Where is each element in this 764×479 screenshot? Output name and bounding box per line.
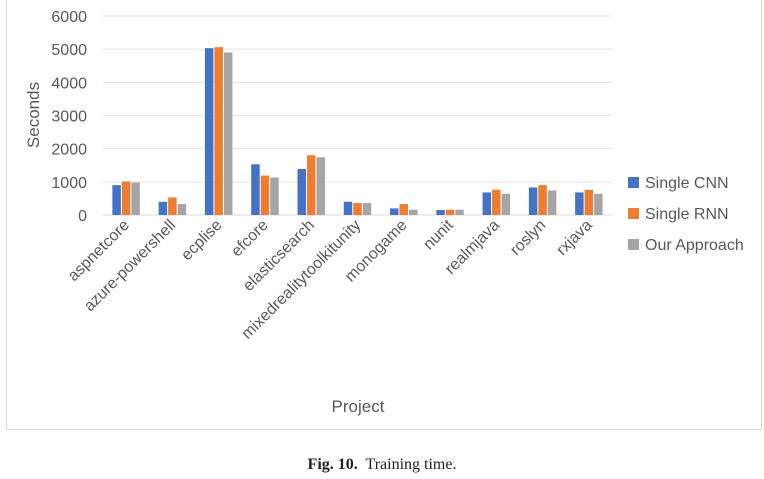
figure-caption: Fig. 10. Training time. [0, 456, 764, 474]
legend-label: Single RNN [645, 206, 729, 223]
x-tick-label: efcore [228, 217, 272, 261]
bar-single-rnn [492, 189, 501, 215]
legend-swatch [628, 208, 639, 219]
bar-single-cnn [158, 201, 168, 215]
bar-our-approach [362, 203, 372, 215]
bar-single-rnn [445, 209, 455, 215]
bars [112, 47, 603, 216]
x-tick-label: nunit [420, 216, 457, 253]
y-tick-label: 5000 [51, 42, 87, 59]
x-tick-label: rxjava [553, 217, 595, 259]
bar-our-approach [501, 193, 511, 215]
bar-single-rnn [353, 203, 362, 215]
bar-single-cnn [390, 208, 399, 215]
y-tick-labels: 0 1000 2000 3000 4000 5000 6000 [51, 9, 87, 225]
chart: 0 1000 2000 3000 4000 5000 6000 aspnetcoreazur… [24, 9, 744, 416]
bar-single-rnn [214, 47, 223, 215]
bar-our-approach [594, 193, 603, 215]
bar-single-cnn [575, 192, 584, 215]
bar-single-rnn [260, 175, 270, 215]
x-tick-label: ecplise [178, 217, 225, 264]
bar-our-approach [177, 204, 187, 215]
bar-our-approach [270, 177, 279, 215]
bar-single-cnn [343, 201, 353, 215]
x-axis-label: Project [332, 397, 385, 416]
chart-frame [6, 0, 762, 430]
bar-single-rnn [538, 185, 547, 215]
bar-single-cnn [297, 168, 306, 215]
y-tick-label: 6000 [51, 9, 87, 26]
bar-single-rnn [306, 155, 316, 215]
bar-our-approach [409, 209, 418, 215]
bar-single-cnn [482, 192, 492, 215]
legend-swatch [628, 239, 639, 250]
legend: Single CNN Single RNN Our Approach [628, 175, 744, 254]
bar-single-rnn [584, 189, 594, 215]
bar-single-cnn [436, 210, 445, 215]
bar-our-approach [131, 182, 140, 215]
legend-label: Our Approach [645, 237, 744, 254]
y-tick-label: 1000 [51, 175, 87, 192]
y-tick-label: 2000 [51, 142, 87, 159]
bar-our-approach [455, 209, 464, 215]
bar-our-approach [316, 157, 325, 215]
bar-single-rnn [399, 204, 409, 215]
gridlines [103, 15, 612, 216]
bar-single-cnn [112, 185, 121, 215]
bar-our-approach [547, 190, 557, 215]
figure-number: Fig. 10. [307, 456, 358, 473]
y-axis-label: Seconds [24, 82, 43, 148]
bar-single-rnn [168, 197, 177, 215]
bar-our-approach [223, 52, 233, 215]
bar-single-cnn [251, 164, 260, 215]
y-tick-label: 0 [78, 208, 87, 225]
bar-single-cnn [204, 48, 214, 216]
legend-label: Single CNN [645, 175, 729, 192]
bar-single-cnn [528, 187, 538, 215]
bar-single-rnn [121, 181, 131, 215]
x-tick-label: roslyn [507, 217, 549, 259]
caption-text: Training time. [365, 456, 457, 473]
legend-swatch [628, 177, 639, 188]
y-tick-label: 4000 [51, 75, 87, 92]
y-tick-label: 3000 [51, 109, 87, 126]
